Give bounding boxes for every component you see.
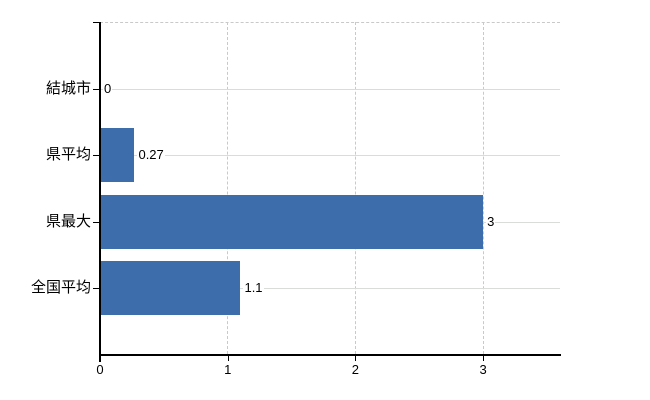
y-gridline [100, 155, 560, 156]
y-axis-line [99, 22, 101, 362]
x-axis-tick [483, 356, 485, 361]
x-tick-label: 2 [351, 362, 359, 377]
category-label: 全国平均 [30, 279, 91, 296]
x-axis-tick [100, 356, 101, 361]
y-axis-tick [93, 155, 100, 156]
y-axis-tick [93, 222, 100, 223]
x-gridline [482, 22, 484, 354]
x-axis-tick [227, 356, 229, 361]
category-label: 結城市 [45, 80, 91, 97]
bar [101, 195, 484, 249]
x-tick-label: 0 [96, 362, 104, 377]
bar [101, 128, 135, 182]
bar [101, 261, 241, 315]
value-label: 0 [103, 81, 113, 97]
value-label: 0.27 [137, 147, 165, 163]
x-axis-line [99, 354, 561, 356]
x-tick-label: 1 [224, 362, 232, 377]
plot-top-border [100, 22, 560, 23]
category-label: 県最大 [45, 213, 91, 230]
value-label: 3 [486, 214, 496, 230]
category-label: 県平均 [45, 146, 91, 163]
y-axis-tick [93, 89, 100, 90]
x-tick-label: 3 [479, 362, 487, 377]
x-gridline [227, 22, 229, 354]
y-gridline [100, 288, 560, 289]
y-axis-tick [93, 288, 100, 289]
y-gridline [100, 89, 560, 90]
value-label: 1.1 [243, 280, 264, 296]
x-gridline [354, 22, 356, 354]
y-axis-end-tick [93, 22, 100, 23]
x-axis-tick [355, 356, 357, 361]
